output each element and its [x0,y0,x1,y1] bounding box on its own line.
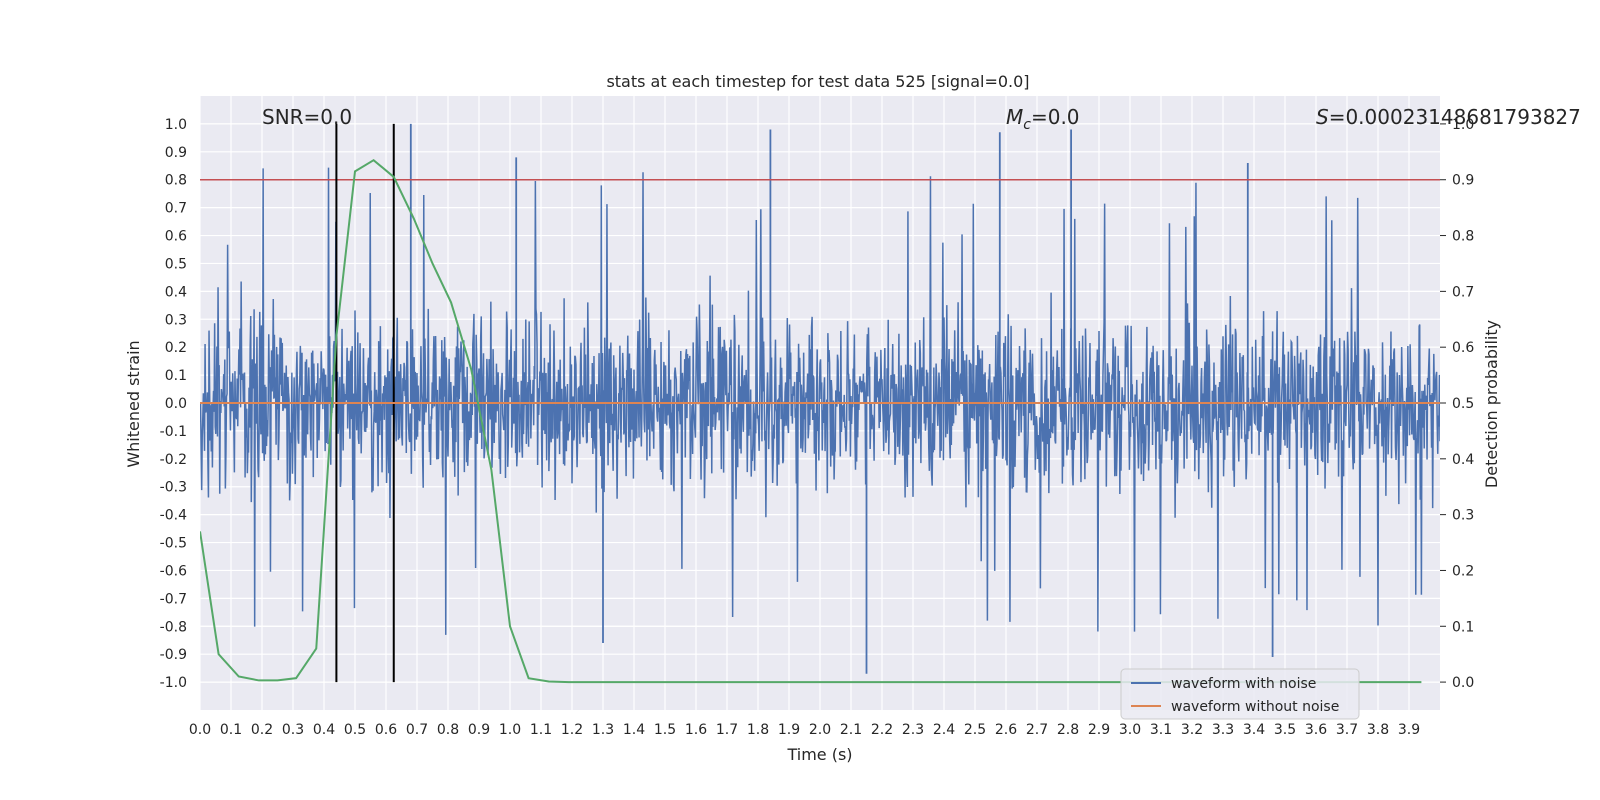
x-tick-label: 2.5 [964,722,986,738]
x-tick-label: 3.8 [1367,722,1389,738]
s-value: =0.00023148681793827 [1329,105,1581,129]
x-tick-label: 0.4 [313,722,335,738]
x-tick-label: 1.2 [561,722,583,738]
y-tick-label: 1.0 [165,117,187,133]
y-tick-label: -0.7 [160,591,187,607]
series-lines [200,123,1440,684]
y-tick-label: -0.2 [160,452,187,468]
y2-tick-label: 0.3 [1452,508,1474,524]
y-tick-label: 0.9 [165,145,187,161]
legend: waveform with noise waveform without nois… [1120,668,1360,720]
y2-tick-label: 0.6 [1452,340,1474,356]
s-annotation: S=0.00023148681793827 [1316,105,1581,129]
x-tick-label: 2.1 [840,722,862,738]
y2-tick-label: 0.8 [1452,229,1474,245]
y-tick-label: 0.0 [165,396,187,412]
y2-tick-label: 0.5 [1452,396,1474,412]
x-tick-label: 1.6 [685,722,707,738]
x-tick-label: 1.7 [716,722,738,738]
y-axis-ticks: 1.0 0.9 0.8 0.7 0.6 0.5 0.4 0.3 0.2 0.1 0.0 -0.1 -0.… [160,117,187,691]
x-tick-label: 1.4 [623,722,645,738]
x-tick-label: 0.8 [437,722,459,738]
x-tick-label: 0.6 [375,722,397,738]
y2-tick-label: 0.2 [1452,563,1474,579]
x-tick-label: 3.3 [1212,722,1234,738]
y2-tick-label: 0.0 [1452,675,1474,691]
y-tick-label: 0.2 [165,340,187,356]
x-tick-label: 0.7 [406,722,428,738]
x-tick-label: 2.8 [1057,722,1079,738]
y2-axis-ticks: 1.0 0.9 0.8 0.7 0.6 0.5 0.4 0.3 0.2 0.1 0.0 [1440,117,1474,691]
noisy-waveform-line [200,167,1440,635]
x-tick-label: 0.1 [220,722,242,738]
y-tick-label: -0.8 [160,619,187,635]
y2-tick-label: 1.0 [1452,117,1474,133]
y-tick-label: -1.0 [160,675,187,691]
chirp-mass-value: =0.0 [1031,105,1080,129]
x-tick-label: 3.1 [1150,722,1172,738]
y-tick-label: 0.8 [165,173,187,189]
y-tick-label: -0.4 [160,508,187,524]
y2-axis-label: Detection probability [1482,320,1501,488]
x-tick-label: 3.4 [1243,722,1265,738]
x-tick-label: 0.5 [344,722,366,738]
x-tick-label: 1.5 [654,722,676,738]
snr-annotation: SNR=0.0 [262,105,352,129]
x-tick-label: 1.8 [747,722,769,738]
legend-label: waveform without noise [1171,699,1339,715]
y-tick-label: 0.6 [165,229,187,245]
x-tick-label: 3.2 [1181,722,1203,738]
x-tick-label: 2.0 [809,722,831,738]
x-tick-label: 3.0 [1119,722,1141,738]
legend-box [1120,668,1360,720]
y-tick-label: -0.3 [160,480,187,496]
x-tick-label: 1.3 [592,722,614,738]
x-tick-label: 0.2 [251,722,273,738]
x-tick-label: 3.5 [1274,722,1296,738]
y-axis-label: Whitened strain [124,340,143,467]
x-tick-label: 3.6 [1305,722,1327,738]
x-tick-label: 1.1 [530,722,552,738]
chart-title: stats at each timestep for test data 525… [606,72,1029,91]
chirp-mass-annotation: Mc=0.0 [1006,105,1080,133]
y-tick-label: -0.1 [160,424,187,440]
legend-label: waveform with noise [1171,676,1316,692]
y2-tick-label: 0.7 [1452,284,1474,300]
x-tick-label: 1.9 [778,722,800,738]
detection-probability-line [200,158,1422,684]
y2-tick-label: 0.9 [1452,173,1474,189]
y2-tick-label: 0.1 [1452,619,1474,635]
y-tick-label: 0.4 [165,284,187,300]
y-tick-label: 0.7 [165,201,187,217]
y-tick-label: 0.3 [165,312,187,328]
x-tick-label: 2.6 [995,722,1017,738]
s-symbol: S [1316,105,1329,129]
x-tick-label: 2.7 [1026,722,1048,738]
x-tick-label: 2.4 [933,722,955,738]
chirp-mass-subscript: c [1023,117,1031,133]
x-axis-label: Time (s) [786,745,852,764]
y-tick-label: -0.9 [160,647,187,663]
x-tick-label: 0.3 [282,722,304,738]
x-tick-label: 2.9 [1088,722,1110,738]
y-tick-label: 0.5 [165,256,187,272]
y2-tick-label: 0.4 [1452,452,1474,468]
x-axis-ticks: 0.0 0.1 0.2 0.3 0.4 0.5 0.6 0.7 0.8 0.9 1.0 1.1 1.2 1… [189,722,1420,738]
x-tick-label: 2.2 [871,722,893,738]
x-tick-label: 3.9 [1398,722,1420,738]
x-tick-label: 0.9 [468,722,490,738]
y-tick-label: -0.6 [160,563,187,579]
y-tick-label: 0.1 [165,368,187,384]
x-tick-label: 3.7 [1336,722,1358,738]
x-tick-label: 2.3 [902,722,924,738]
noisy-waveform-series [200,123,1440,674]
x-tick-label: 0.0 [189,722,211,738]
x-tick-label: 1.0 [499,722,521,738]
y-tick-label: -0.5 [160,536,187,552]
chirp-mass-symbol: M [1006,105,1023,129]
